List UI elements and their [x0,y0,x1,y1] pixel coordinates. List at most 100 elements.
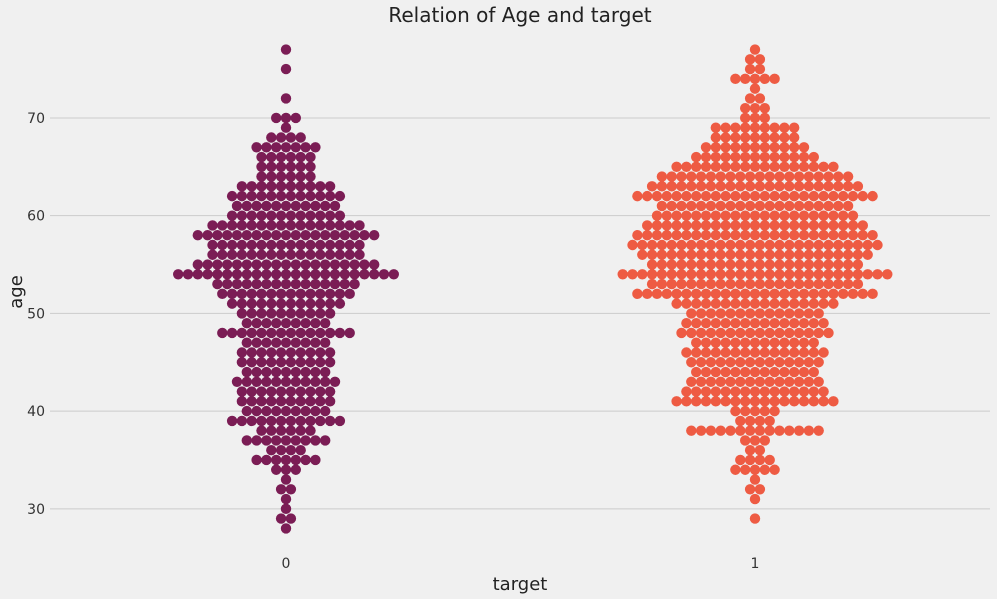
data-point [725,200,736,212]
data-point [324,220,336,231]
data-point [300,278,311,290]
data-point [280,259,292,270]
data-point [754,484,766,495]
data-point [275,327,287,339]
data-point [295,190,306,202]
data-point [305,171,316,182]
data-point [847,220,859,231]
data-point [280,435,292,446]
data-point [705,308,717,319]
data-point [749,513,761,524]
data-point [789,122,800,133]
data-point [740,142,751,153]
data-point [676,239,687,251]
data-point [285,308,297,319]
data-point [823,200,834,212]
data-point [803,357,815,368]
data-point [749,190,761,202]
data-point [740,464,751,475]
data-point [769,161,780,173]
data-point [646,181,658,192]
data-point [769,347,780,358]
data-point [266,151,277,163]
data-point [769,151,780,163]
data-point [720,142,731,153]
data-point [779,161,790,173]
data-point [764,269,775,280]
data-point [324,357,336,368]
data-point [740,230,751,241]
data-point [290,464,301,475]
data-point [725,376,736,387]
data-point [300,454,311,466]
data-point [285,298,297,309]
data-point [789,151,800,163]
data-point [691,337,702,348]
data-point [295,396,306,407]
data-point [310,259,321,270]
data-point [789,210,800,221]
data-point [847,230,859,241]
data-point [759,347,770,358]
data-point [305,298,316,309]
data-point [192,259,203,270]
data-point [231,230,243,241]
data-point [285,288,297,300]
data-point [349,269,360,280]
data-point [271,112,282,124]
data-point [828,396,839,407]
data-point [310,376,321,387]
data-point [280,474,292,485]
data-point [744,239,756,251]
points-layer [173,44,893,534]
data-point [754,454,766,466]
data-point [266,396,277,407]
data-point [285,181,297,192]
data-point [828,288,839,300]
data-point [285,484,297,495]
data-point [784,249,795,260]
data-point [305,386,316,397]
data-point [681,317,692,329]
data-point [769,396,780,407]
data-point [226,415,238,427]
data-point [305,425,316,436]
data-point [334,210,346,221]
data-point [290,112,301,124]
data-point [740,161,751,173]
data-point [324,190,336,202]
data-point [710,220,721,231]
data-point [857,230,868,241]
data-point [798,220,810,231]
data-point [793,357,805,368]
data-point [798,337,810,348]
data-point [744,269,756,280]
data-point [754,445,766,456]
data-point [857,190,868,202]
data-point [305,190,316,202]
data-point [334,220,346,231]
data-point [275,288,287,300]
data-point [285,220,297,231]
data-point [236,210,248,221]
data-point [324,239,336,251]
data-point [266,347,277,358]
data-point [852,181,864,192]
data-point [241,435,252,446]
data-point [764,357,775,368]
data-point [808,230,819,241]
data-point [740,210,751,221]
data-point [700,396,712,407]
data-point [266,220,277,231]
data-point [720,298,731,309]
data-point [280,122,292,133]
data-point [730,142,741,153]
data-point [823,171,834,182]
data-point [754,181,766,192]
data-point [744,415,756,427]
data-point [217,249,228,260]
data-point [295,357,306,368]
data-point [290,454,301,466]
data-point [324,415,336,427]
data-point [646,269,658,280]
